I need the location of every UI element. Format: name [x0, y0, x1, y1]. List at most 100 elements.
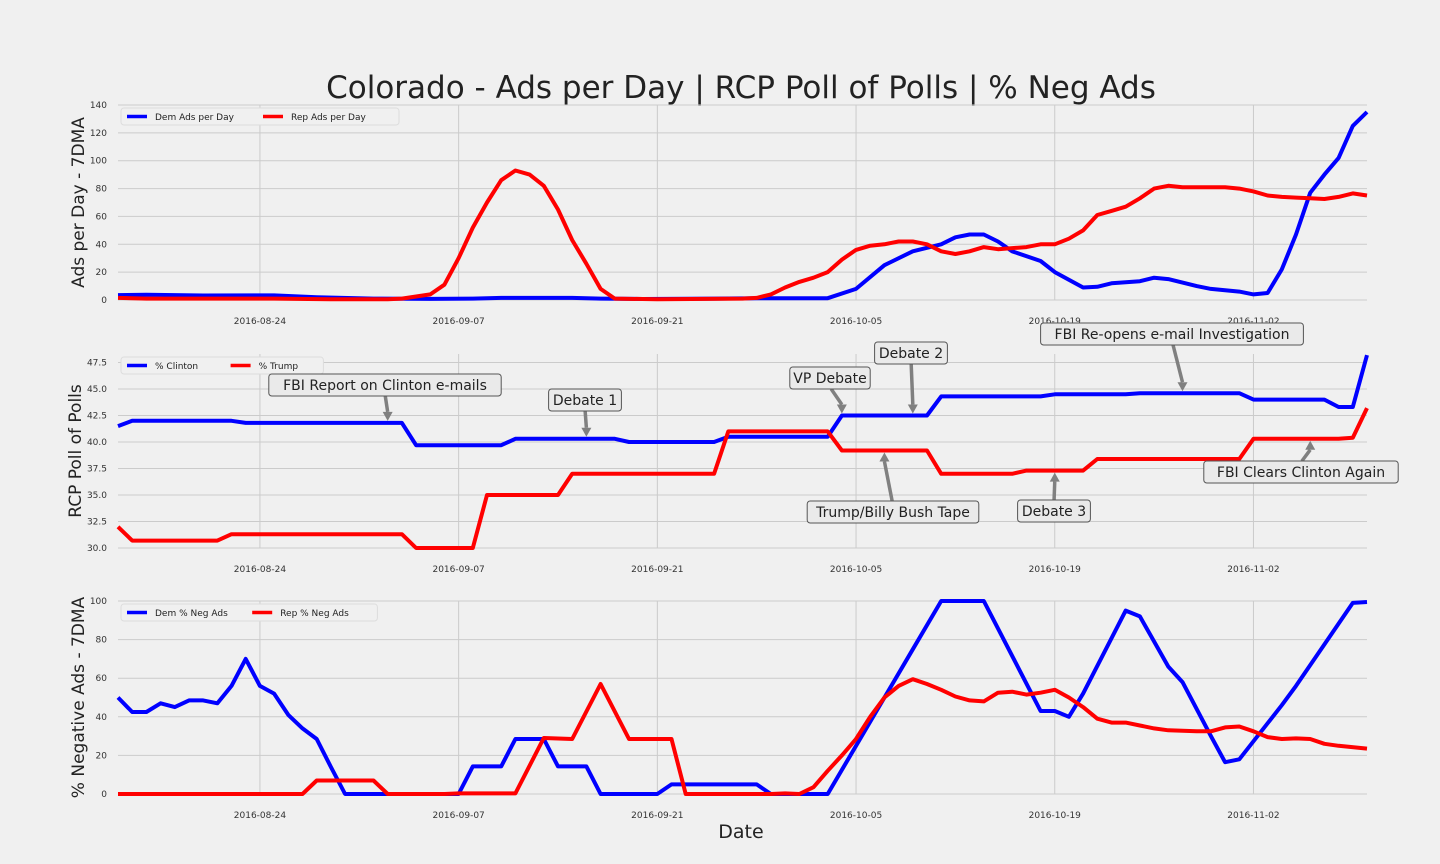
annotation-label: Debate 1	[553, 393, 617, 409]
chart-title: Colorado - Ads per Day | RCP Poll of Pol…	[326, 70, 1156, 106]
annotation: FBI Clears Clinton Again	[1203, 440, 1399, 484]
annotation-arrow	[909, 363, 915, 405]
x-tick-label: 2016-10-19	[1029, 811, 1082, 821]
y-tick-label: 40	[96, 240, 108, 250]
series-line--clinton	[117, 354, 1369, 448]
annotation-label: Debate 2	[879, 346, 943, 362]
y-tick-label: 20	[96, 751, 108, 761]
annotation-arrow	[583, 410, 589, 428]
annotation-arrow	[1171, 344, 1185, 383]
x-tick-label: 2016-10-05	[830, 811, 882, 821]
x-tick-label: 2016-08-24	[234, 317, 287, 327]
chart-panels: 2016-08-24 2016-09-07 2016-09-21 2016-10-05…	[66, 101, 1399, 821]
legend-frame	[120, 107, 400, 126]
x-axis-label: Date	[718, 821, 763, 843]
x-tick-label: 2016-09-21	[631, 811, 683, 821]
annotation-box	[1017, 499, 1091, 523]
annotation-label: FBI Report on Clinton e-mails	[283, 378, 487, 394]
annotation-box	[548, 388, 622, 412]
annotation-label: Trump/Billy Bush Tape	[815, 505, 970, 521]
annotation-arrow	[882, 461, 894, 502]
x-tick-label: 2016-08-24	[234, 565, 287, 575]
x-tick-label: 2016-11-02	[1227, 317, 1279, 327]
annotation: VP Debate	[789, 366, 871, 414]
annotation-arrowhead	[1305, 440, 1316, 450]
y-axis-label: Ads per Day - 7DMA	[69, 117, 89, 288]
annotation-box	[789, 366, 871, 390]
y-tick-label: 140	[90, 101, 107, 111]
y-tick-label: 0	[101, 790, 107, 800]
legend-label: Rep % Neg Ads	[280, 609, 349, 619]
series-line-dem-ads-per-day	[117, 110, 1369, 301]
annotation-label: FBI Re-opens e-mail Investigation	[1055, 327, 1290, 343]
legend-label: % Trump	[259, 362, 299, 372]
annotation-box	[806, 500, 980, 524]
x-tick-label: 2016-10-05	[830, 565, 882, 575]
annotation-box	[874, 341, 948, 365]
annotation-arrow	[829, 388, 844, 406]
y-tick-label: 100	[90, 597, 107, 607]
annotation-label: Debate 3	[1022, 504, 1086, 520]
annotation-arrowhead	[879, 452, 890, 462]
x-tick-label: 2016-09-07	[432, 317, 484, 327]
y-tick-label: 47.5	[87, 358, 107, 368]
annotation-label: FBI Clears Clinton Again	[1217, 465, 1385, 481]
series-line-rep-neg-ads	[118, 677, 1368, 796]
x-tick-label: 2016-10-19	[1029, 317, 1082, 327]
annotation-arrowhead	[1177, 382, 1188, 392]
y-tick-label: 40.0	[87, 438, 107, 448]
annotation: FBI Report on Clinton e-mails	[268, 373, 502, 421]
annotation: Debate 2	[874, 341, 948, 414]
x-tick-label: 2016-09-07	[432, 811, 484, 821]
series-line-rep-ads-per-day	[117, 168, 1368, 302]
annotation-box	[268, 373, 502, 397]
x-tick-label: 2016-09-07	[432, 565, 484, 575]
y-tick-label: 42.5	[87, 411, 107, 421]
legend-label: Dem % Neg Ads	[155, 609, 228, 619]
annotation: Debate 3	[1017, 472, 1091, 523]
annotation: Trump/Billy Bush Tape	[806, 452, 980, 524]
legend-label: % Clinton	[155, 362, 198, 372]
legend-frame	[120, 356, 324, 375]
legend-frame	[120, 603, 378, 622]
y-tick-label: 32.5	[87, 517, 107, 527]
y-tick-label: 80	[96, 185, 108, 195]
y-tick-label: 35.0	[87, 491, 107, 501]
annotation-arrow	[1052, 481, 1057, 501]
annotation-arrowhead	[382, 411, 393, 421]
annotation-arrowhead	[581, 427, 592, 437]
chart-panel-3: 2016-08-24 2016-09-07 2016-09-21 2016-10-05…	[69, 596, 1368, 821]
chart-panel-1: 2016-08-24 2016-09-07 2016-09-21 2016-10-05…	[69, 101, 1369, 327]
legend-label: Dem Ads per Day	[155, 113, 235, 123]
series-line--trump	[116, 407, 1369, 550]
annotation-box	[1203, 460, 1399, 484]
y-tick-label: 30.0	[87, 544, 107, 554]
y-tick-label: 20	[96, 268, 108, 278]
series-line-dem-neg-ads	[116, 599, 1368, 796]
legend: Dem Ads per Day Rep Ads per Day	[120, 107, 400, 126]
x-tick-label: 2016-10-05	[830, 317, 882, 327]
x-tick-label: 2016-10-19	[1029, 565, 1082, 575]
annotation-box	[1040, 322, 1304, 346]
annotation: FBI Re-opens e-mail Investigation	[1040, 322, 1304, 392]
annotation-arrow	[1300, 448, 1312, 463]
annotation-arrowhead	[1049, 472, 1060, 482]
legend: % Clinton % Trump	[120, 356, 324, 375]
x-tick-label: 2016-09-21	[631, 565, 683, 575]
y-tick-label: 0	[101, 296, 107, 306]
annotation-arrowhead	[907, 404, 918, 414]
annotation-label: VP Debate	[793, 371, 866, 387]
annotation-arrow	[383, 395, 390, 413]
y-tick-label: 37.5	[87, 464, 107, 474]
legend: Dem % Neg Ads Rep % Neg Ads	[120, 603, 378, 622]
annotation-arrowhead	[836, 404, 847, 414]
x-tick-label: 2016-08-24	[234, 811, 287, 821]
y-tick-label: 120	[90, 129, 107, 139]
y-axis-label: % Negative Ads - 7DMA	[69, 596, 89, 798]
y-tick-label: 45.0	[87, 385, 107, 395]
legend-label: Rep Ads per Day	[291, 113, 366, 123]
x-tick-label: 2016-11-02	[1227, 811, 1279, 821]
x-tick-label: 2016-09-21	[631, 317, 683, 327]
